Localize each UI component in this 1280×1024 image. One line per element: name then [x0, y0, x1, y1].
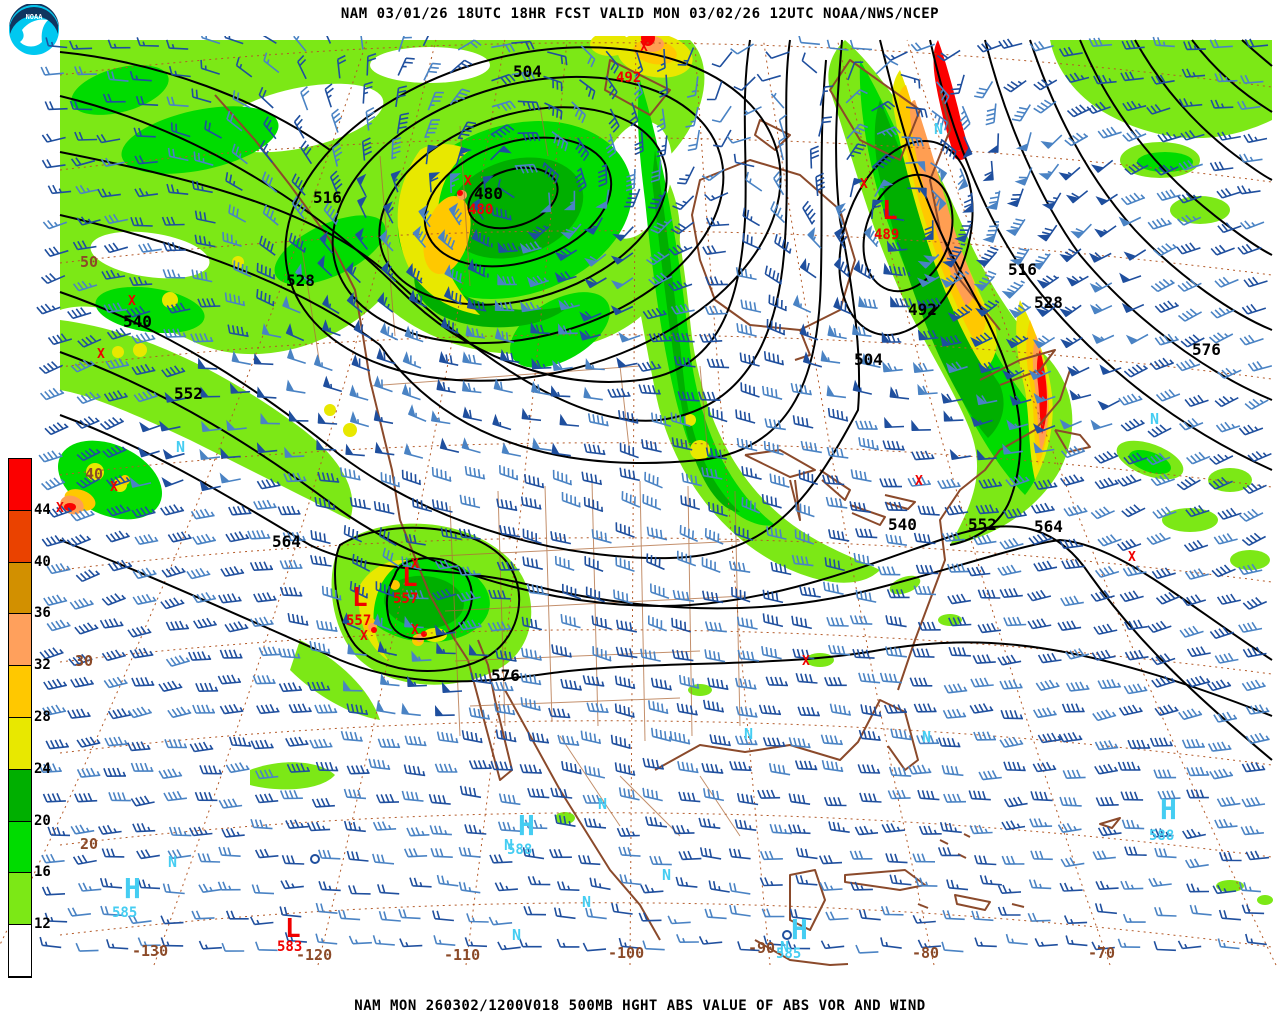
chart-title: NAM 03/01/26 18UTC 18HR FCST VALID MON 0… [340, 6, 940, 22]
colorbar-tick-label: 44 [34, 501, 51, 518]
map-area: 504 480 516 528 540 552 564 576 492 504 516 528 540 5… [0, 36, 1280, 968]
colorbar-segment [9, 510, 31, 563]
noaa-logo-graphic: NOAA [9, 3, 59, 55]
colorbar-segment [9, 459, 31, 511]
height-contour-layer [59, 39, 1273, 761]
noaa-logo: NOAA [8, 3, 60, 56]
colorbar-segment [9, 666, 31, 718]
wind-barb-layer [36, 36, 1273, 954]
colorbar-segment [9, 562, 31, 615]
colorbar-tick-label: 28 [34, 709, 51, 725]
colorbar-segment [9, 873, 31, 926]
colorbar-tick-label: 40 [34, 553, 51, 570]
colorbar-segment [9, 614, 31, 667]
colorbar-tick-label: 36 [34, 605, 51, 622]
colorbar-tick-label: 24 [34, 760, 51, 777]
colorbar-segment [9, 769, 31, 822]
colorbar-tick-label: 32 [34, 657, 51, 674]
colorbar-segment [9, 925, 31, 977]
map-graphic [0, 36, 1277, 966]
colorbar-segment [9, 717, 31, 770]
noaa-logo-text: NOAA [26, 13, 44, 21]
chart-footer: NAM MON 260302/1200V018 500MB HGHT ABS V… [354, 998, 926, 1014]
colorbar-tick-label: 16 [34, 864, 51, 881]
colorbar-tick-label: 12 [34, 916, 51, 933]
colorbar [8, 458, 32, 978]
colorbar-tick-label: 20 [34, 812, 51, 829]
colorbar-segment [9, 821, 31, 874]
